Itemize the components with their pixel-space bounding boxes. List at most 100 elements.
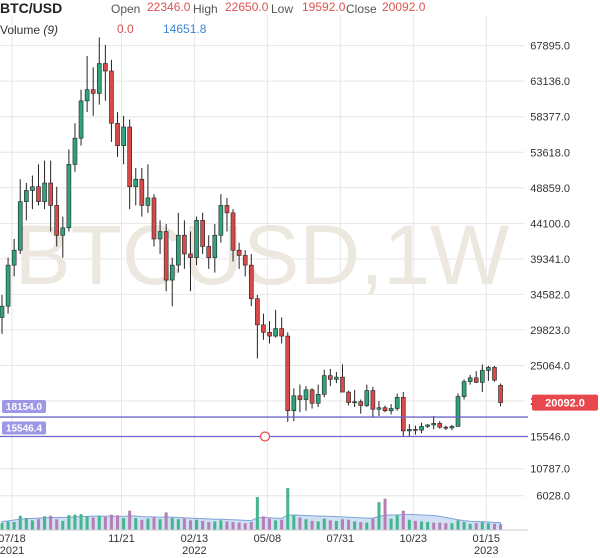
candle [400, 392, 406, 437]
candle [24, 183, 29, 221]
candle-body [273, 328, 278, 337]
volume-bar [12, 522, 16, 530]
candle [169, 257, 175, 307]
volume-bar [79, 514, 83, 530]
volume-bar [365, 522, 369, 530]
candle-body [66, 164, 72, 229]
candle-body [492, 367, 497, 381]
x-tick-year-label: 2023 [474, 545, 498, 557]
level-tag[interactable] [2, 421, 46, 435]
x-tick-label: 01/15 [472, 533, 500, 545]
candle-body [24, 190, 29, 202]
candle-body [0, 305, 5, 318]
volume-bar [304, 519, 308, 530]
y-tick-label: 39341.0 [530, 254, 570, 266]
volume-bar [444, 523, 448, 530]
candle-body [297, 395, 303, 400]
candle [315, 384, 321, 407]
candle [200, 212, 205, 254]
candle [358, 399, 364, 414]
candle-body [206, 246, 212, 258]
candle-body [346, 391, 351, 403]
candle-body [291, 395, 297, 412]
candle [449, 424, 455, 431]
volume-bar [182, 518, 186, 530]
volume-bar [274, 520, 278, 530]
volume-ma-value: 14651.8 [163, 22, 207, 36]
candle-body [315, 394, 321, 404]
volume-bar [91, 517, 95, 530]
candle-body [115, 122, 120, 146]
symbol-label: BTC/USD [0, 0, 63, 16]
volume-bar [286, 487, 290, 530]
candle-body [498, 385, 503, 403]
x-tick-label: 05/08 [254, 533, 282, 545]
volume-tick-label: 6028.0 [536, 491, 570, 503]
volume-label-text: Volume [0, 23, 41, 37]
candle [431, 415, 436, 430]
y-tick-label: 48859.0 [530, 183, 570, 195]
candle [467, 374, 473, 385]
volume-bar [456, 520, 460, 530]
current-price-label: 20092.0 [545, 398, 585, 410]
open-value: 22346.0 [147, 0, 191, 14]
candle [480, 364, 485, 393]
y-tick-label: 63136.0 [530, 76, 570, 88]
candle-body [455, 396, 461, 427]
candle [66, 149, 72, 232]
level-tag-label: 18154.0 [6, 402, 43, 413]
candle [236, 242, 242, 269]
candle [364, 384, 370, 407]
candle [473, 371, 479, 384]
symbol-watermark: BTCUSD,1W [15, 208, 510, 302]
volume-bar [383, 498, 387, 530]
close-label: Close [346, 2, 377, 16]
horizontal-levels[interactable]: 18154.0 15546.4 [0, 400, 528, 442]
candle-body [151, 197, 157, 240]
candle [163, 224, 169, 292]
candle [115, 112, 120, 157]
candle [376, 401, 382, 416]
level-anchor-handle[interactable] [259, 431, 271, 442]
candle-body [60, 227, 66, 236]
volume-bar [322, 518, 326, 530]
candle [255, 295, 260, 359]
volume-bar [499, 524, 503, 530]
candle [303, 386, 309, 411]
candle-body [364, 390, 370, 406]
low-value: 19592.0 [302, 0, 346, 14]
candle-body [309, 389, 315, 404]
candle [0, 295, 5, 334]
candle [36, 164, 41, 206]
candle-body [486, 367, 491, 371]
candle-body [139, 178, 145, 206]
candle [121, 115, 126, 165]
candle-body [358, 401, 364, 406]
candle [346, 390, 351, 406]
candle-body [413, 429, 418, 431]
candle-body [400, 396, 406, 432]
candle [17, 179, 23, 254]
volume-bar [407, 519, 411, 530]
volume-bar [462, 522, 466, 530]
candle [151, 194, 157, 247]
candle [455, 393, 461, 427]
volume-bar [432, 522, 436, 530]
candle-body [157, 231, 163, 240]
candle-body [267, 332, 272, 337]
x-tick-label: 07/18 [0, 533, 26, 545]
volume-bar [176, 519, 180, 530]
candle [5, 257, 11, 314]
candle [388, 404, 394, 415]
candle [261, 313, 266, 340]
candle [443, 425, 449, 431]
volume-bar [73, 514, 77, 530]
volume-bar [24, 518, 28, 530]
open-label: Open [111, 2, 141, 16]
candle [267, 321, 272, 344]
candle-body [431, 423, 436, 426]
level-tag[interactable] [2, 400, 46, 414]
candle [90, 67, 96, 116]
volume-bar [280, 519, 284, 530]
